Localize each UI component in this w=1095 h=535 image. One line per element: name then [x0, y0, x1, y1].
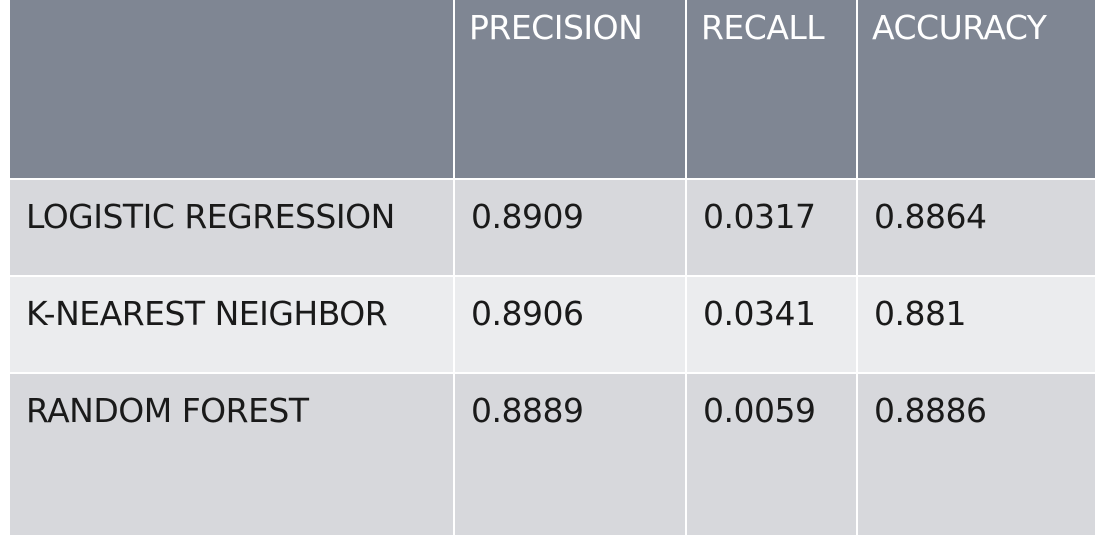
header-recall: RECALL — [686, 0, 858, 180]
table-row-random-forest: RANDOM FOREST 0.8889 0.0059 0.8886 — [10, 373, 1095, 535]
table-row-logistic-regression: LOGISTIC REGRESSION 0.8909 0.0317 0.8864 — [10, 179, 1095, 277]
recall-cell: 0.0059 — [686, 373, 858, 535]
header-precision: PRECISION — [454, 0, 687, 180]
precision-cell: 0.8889 — [454, 373, 687, 535]
header-accuracy: ACCURACY — [857, 0, 1095, 180]
recall-cell: 0.0341 — [686, 276, 858, 374]
accuracy-cell: 0.881 — [857, 276, 1095, 374]
header-corner-cell — [10, 0, 455, 180]
header-row: PRECISION RECALL ACCURACY — [10, 0, 1095, 180]
accuracy-cell: 0.8886 — [857, 373, 1095, 535]
metrics-table: PRECISION RECALL ACCURACY LOGISTIC REGRE… — [10, 0, 1095, 535]
model-name-cell: LOGISTIC REGRESSION — [10, 179, 455, 277]
model-name-cell: K-NEAREST NEIGHBOR — [10, 276, 455, 374]
precision-cell: 0.8906 — [454, 276, 687, 374]
table-row-k-nearest-neighbor: K-NEAREST NEIGHBOR 0.8906 0.0341 0.881 — [10, 276, 1095, 374]
recall-cell: 0.0317 — [686, 179, 858, 277]
model-name-cell: RANDOM FOREST — [10, 373, 455, 535]
accuracy-cell: 0.8864 — [857, 179, 1095, 277]
precision-cell: 0.8909 — [454, 179, 687, 277]
